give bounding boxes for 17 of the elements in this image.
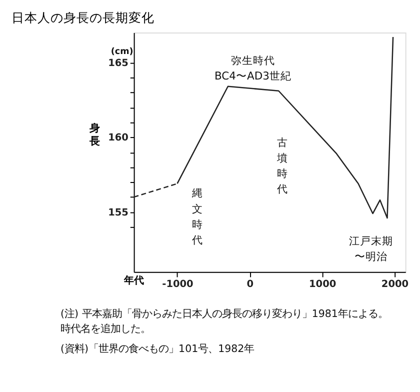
x-axis-title: 年代 (122, 274, 144, 287)
x-tick-label: 2000 (381, 278, 409, 290)
y-tick-label: 165 (108, 58, 129, 69)
annotation: 古墳時代 (276, 136, 288, 196)
x-tick-label: 1000 (308, 278, 336, 290)
annotation: 縄文時代 (190, 186, 203, 247)
x-tick-label: 0 (246, 278, 254, 290)
text: (cm) (110, 47, 134, 58)
text: (注) 平本嘉助「骨からみた日本人の身長の移り変わり」1981年による。時代名を追加した。 (60, 308, 388, 335)
chart-title: 日本人の身長の長期変化 (12, 10, 155, 25)
annotation: 江戸末期〜明治 (349, 234, 394, 264)
text: (資料)「世界の食べもの」101号、1982年 (60, 342, 254, 355)
y-tick-label: 160 (108, 132, 129, 144)
y-tick-label: 155 (108, 207, 129, 218)
x-tick-label: -1000 (162, 278, 194, 290)
annotation: 弥生時代BC4〜AD3世紀 (214, 54, 292, 82)
y-axis-title: 身長 (88, 122, 101, 148)
